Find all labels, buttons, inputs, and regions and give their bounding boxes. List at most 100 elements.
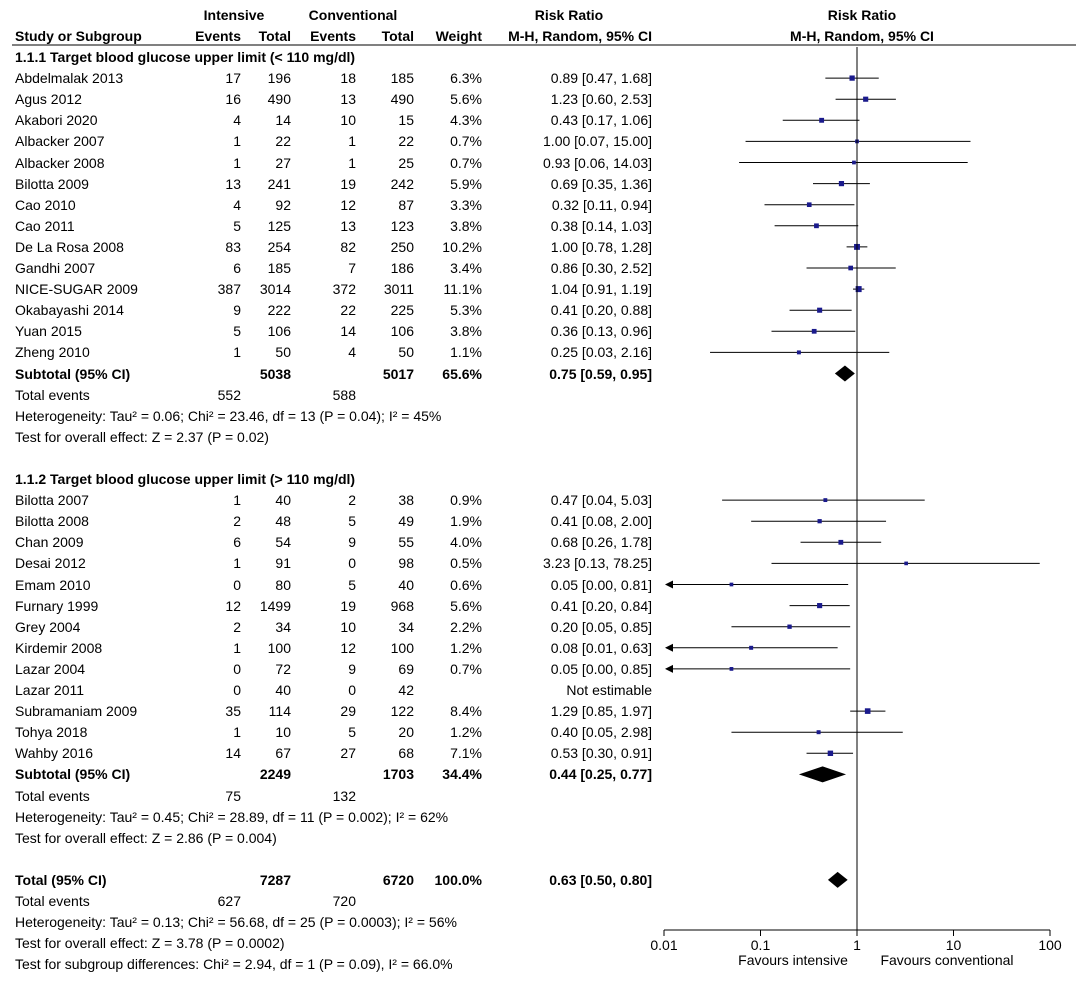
events-conventional: 7 [348,260,356,276]
events-intensive: 387 [217,281,241,298]
study-ci-value: 1.04 [0.91, 1.19] [550,281,652,298]
point-estimate [863,96,869,102]
study-ci-value: 0.69 [0.35, 1.36] [550,175,652,192]
study-name: De La Rosa 2008 [15,238,124,255]
events2-heading: Events [310,28,356,44]
events-conventional: 5 [348,576,356,593]
total-conventional: 42 [398,682,414,698]
events-conventional: 29 [340,703,356,720]
study-weight: 3.8% [450,217,482,234]
events-conventional: 2 [348,492,356,509]
events1-heading: Events [195,28,241,44]
study-weight: 0.6% [450,576,482,593]
events-intensive: 1 [233,724,241,741]
total-intensive: 92 [275,196,291,213]
events-intensive: 1 [233,344,241,361]
weight-heading: Weight [435,28,482,44]
plot-heading: Risk Ratio [827,7,897,23]
events-intensive: 9 [233,302,241,319]
total-conventional: 87 [398,196,414,213]
events-conventional: 82 [340,238,356,255]
study-name: Bilotta 2008 [15,513,89,530]
events-intensive: 35 [225,703,241,720]
events-intensive: 12 [225,597,241,614]
total-events-label: Total events [15,893,90,909]
pooled-diamond [798,766,847,783]
point-estimate [848,265,854,271]
point-estimate [806,202,812,208]
study-weight: 3.8% [450,323,482,340]
study-weight: 5.6% [450,597,482,614]
events-conventional: 5 [348,513,356,530]
total-intensive: 125 [267,217,291,234]
total-conventional: 968 [390,597,414,614]
overall-effect-test: Test for overall effect: Z = 2.86 (P = 0… [15,829,277,846]
events-intensive: 2 [233,618,241,635]
study-weight: 6.3% [450,70,482,87]
total-events-intensive: 627 [217,893,241,909]
events-intensive: 16 [225,91,241,108]
subgroup-title: 1.1.1 Target blood glucose upper limit (… [15,49,356,65]
study-name: Abdelmalak 2013 [15,70,124,87]
study-ci-value: 0.32 [0.11, 0.94] [551,196,652,213]
study-ci-value: 0.40 [0.05, 2.98] [550,724,652,741]
total-intensive: 241 [267,175,291,192]
study-ci-value: 0.36 [0.13, 0.96] [550,323,652,340]
pooled-ci-value: 0.44 [0.25, 0.77] [549,766,652,783]
events-intensive: 0 [233,682,241,698]
point-estimate [823,498,828,503]
pooled-total-conventional: 6720 [382,871,414,888]
events-intensive: 5 [233,323,241,340]
events-conventional: 9 [348,534,356,551]
pooled-weight: 34.4% [442,766,482,783]
events-conventional: 372 [332,281,356,298]
total-conventional: 186 [390,260,414,276]
study-name: Gandhi 2007 [15,260,96,276]
pooled-diamond [827,871,848,888]
pooled-weight: 65.6% [442,365,482,382]
study-ci-value: 0.05 [0.00, 0.81] [550,576,652,593]
pooled-total-intensive: 7287 [259,871,291,888]
total-conventional: 185 [390,70,414,87]
pooled-ci-value: 0.63 [0.50, 0.80] [549,871,652,888]
study-ci-value: 0.93 [0.06, 14.03] [543,154,652,171]
total-intensive: 34 [275,618,291,635]
study-name: Albacker 2007 [15,133,105,150]
study-weight: 1.2% [450,724,482,741]
study-name: Lazar 2004 [15,660,86,677]
point-estimate [814,223,819,229]
events-conventional: 13 [340,217,356,234]
events-intensive: 1 [233,492,241,509]
study-weight: 0.7% [450,154,482,171]
total-intensive: 100 [267,639,291,656]
x-tick-label: 0.1 [750,937,771,953]
total1-heading: Total [258,28,291,44]
point-estimate [796,350,801,355]
study-name: Subramaniam 2009 [15,703,138,720]
events-intensive: 1 [233,154,241,171]
study-weight: 3.4% [450,260,482,276]
total-events-intensive: 552 [217,386,241,403]
point-estimate [849,75,855,81]
total-intensive: 10 [275,724,291,741]
total-intensive: 3014 [259,281,291,298]
study-ci-value: 1.00 [0.07, 15.00] [543,133,652,150]
study-ci-value: 0.68 [0.26, 1.78] [550,534,652,551]
events-conventional: 9 [348,660,356,677]
point-estimate [864,708,871,714]
events-conventional: 13 [340,91,356,108]
total-intensive: 22 [275,133,291,150]
study-ci-value: 0.20 [0.05, 0.85] [550,618,652,635]
events-intensive: 6 [233,260,241,276]
events-intensive: 4 [233,112,241,129]
study-name: Agus 2012 [15,91,82,108]
rr-heading: Risk Ratio [534,7,604,23]
total-events-label: Total events [15,386,90,403]
study-ci-value: 0.05 [0.00, 0.85] [550,660,652,677]
total-intensive: 254 [267,238,291,255]
total-intensive: 490 [267,91,291,108]
total-conventional: 106 [390,323,414,340]
total-events-intensive: 75 [225,787,241,804]
events-intensive: 0 [233,576,241,593]
